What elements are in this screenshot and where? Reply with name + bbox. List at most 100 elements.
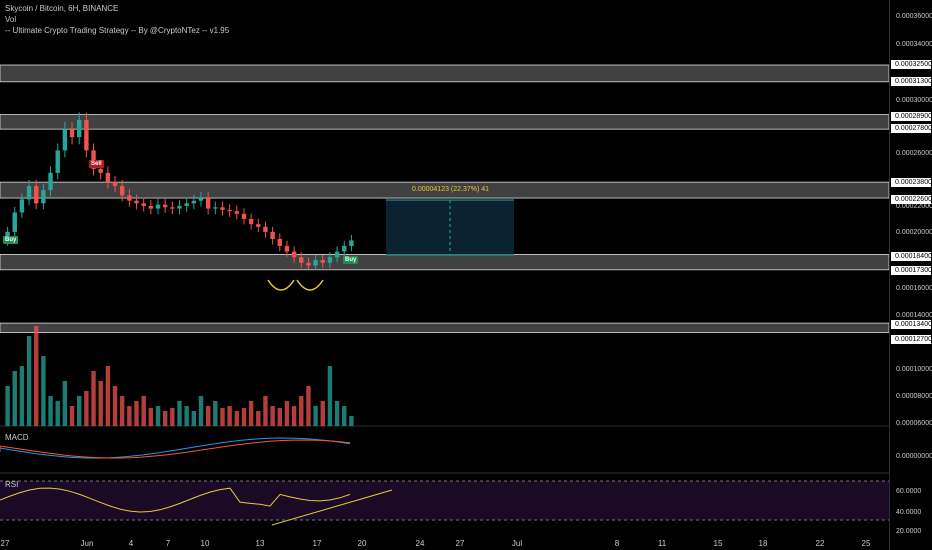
volume-bar [134,401,139,426]
price-level-label: 0.00018400 [891,252,932,261]
time-tick: Jun [80,539,94,548]
volume-bar [256,411,261,426]
price-level-label: 0.00017300 [891,266,932,275]
price-tick: 0.00016000 [896,285,932,292]
rsi-tick: 60.0000 [896,488,922,495]
price-tick: 0.00008000 [896,393,932,400]
volume-bar [349,416,354,426]
candle-body [198,198,204,201]
candle-body [184,203,189,206]
candle-body [34,186,39,204]
candle-body [19,199,25,213]
rsi-trendline [271,489,393,526]
candle-body [105,172,111,183]
measure-label: 0.00004123 (22.37%) 41 [412,186,490,193]
candle-body [313,260,318,266]
candle-body [119,186,125,196]
price-tick: 0.00006000 [896,420,932,427]
price-axis[interactable] [889,0,932,550]
volume-bar [241,408,247,426]
candle-body [26,186,32,200]
candle-body [241,213,247,219]
macd-signal-line [0,439,351,459]
volume-bar [320,401,325,426]
price-tick: 0.00026000 [896,150,932,157]
pattern-curve [267,279,295,291]
time-tick: 10 [200,539,210,548]
volume-bar [162,411,168,426]
time-tick: 18 [758,539,768,548]
volume-label: Vol [5,15,17,24]
volume-bar [177,401,182,426]
time-tick: 7 [165,539,171,548]
candle-body [270,232,275,239]
price-level-label: 0.00028900 [891,112,932,121]
volume-bar [62,381,68,426]
candle-body [141,203,146,206]
candle-body [220,207,225,210]
time-tick: 11 [657,539,667,548]
candle-body [320,260,325,263]
volume-bar [105,366,111,426]
volume-bar [155,406,161,426]
price-level-label: 0.00031300 [891,77,932,86]
price-level-label: 0.00032500 [891,60,932,69]
volume-bar [306,386,311,426]
volume-bar [327,366,333,426]
rsi-tick: 40.0000 [896,509,922,516]
price-tick: 0.00010000 [896,366,932,373]
candle-body [127,195,132,201]
candle-body [327,257,333,263]
price-level-label: 0.00027800 [891,124,932,133]
time-tick: 20 [357,539,367,548]
volume-bar [198,396,204,426]
price-level-label: 0.00022600 [891,195,932,204]
volume-bar [148,408,154,426]
volume-bar [205,406,211,426]
price-tick: 0.00034000 [896,41,932,48]
volume-bar [112,386,118,426]
measure-box [386,200,514,255]
volume-bar [141,396,146,426]
pattern-curve [296,279,324,291]
price-tick: 0.00014000 [896,312,932,319]
volume-bar [342,406,347,426]
volume-bar [277,408,282,426]
volume-bar [98,381,103,426]
candle-body [55,150,60,173]
volume-bar [127,406,132,426]
candle-body [291,251,297,258]
candle-body [213,207,218,209]
candle-body [148,206,154,209]
volume-bar [84,391,89,426]
volume-bar [270,406,275,426]
candle-body [48,172,53,191]
candle-body [234,211,240,214]
volume-bar [284,401,290,426]
candle-body [349,240,354,246]
volume-bar [69,406,75,426]
volume-bar [220,408,225,426]
candle-body [342,246,347,252]
sell-signal-badge: Sell [89,160,104,168]
volume-bar [55,401,60,426]
time-tick: 8 [614,539,620,548]
sr-zone [0,114,890,130]
time-tick: 13 [255,539,265,548]
rsi-pane-label: RSI [5,480,19,489]
macd-line [0,437,351,459]
volume-bar [77,396,82,426]
volume-bar [119,396,125,426]
buy-signal-badge: Buy [343,256,359,264]
candle-body [155,204,161,209]
volume-bar [313,406,318,426]
macd-tick: 0.00000000 [896,453,932,460]
strategy-label: -- Ultimate Crypto Trading Strategy -- B… [5,26,230,35]
time-tick: 25 [861,539,871,548]
macd-pane-label: MACD [5,433,29,442]
candle-body [170,207,175,209]
candle-body [77,119,82,138]
candle-body [134,200,139,204]
candle-body [162,204,168,208]
